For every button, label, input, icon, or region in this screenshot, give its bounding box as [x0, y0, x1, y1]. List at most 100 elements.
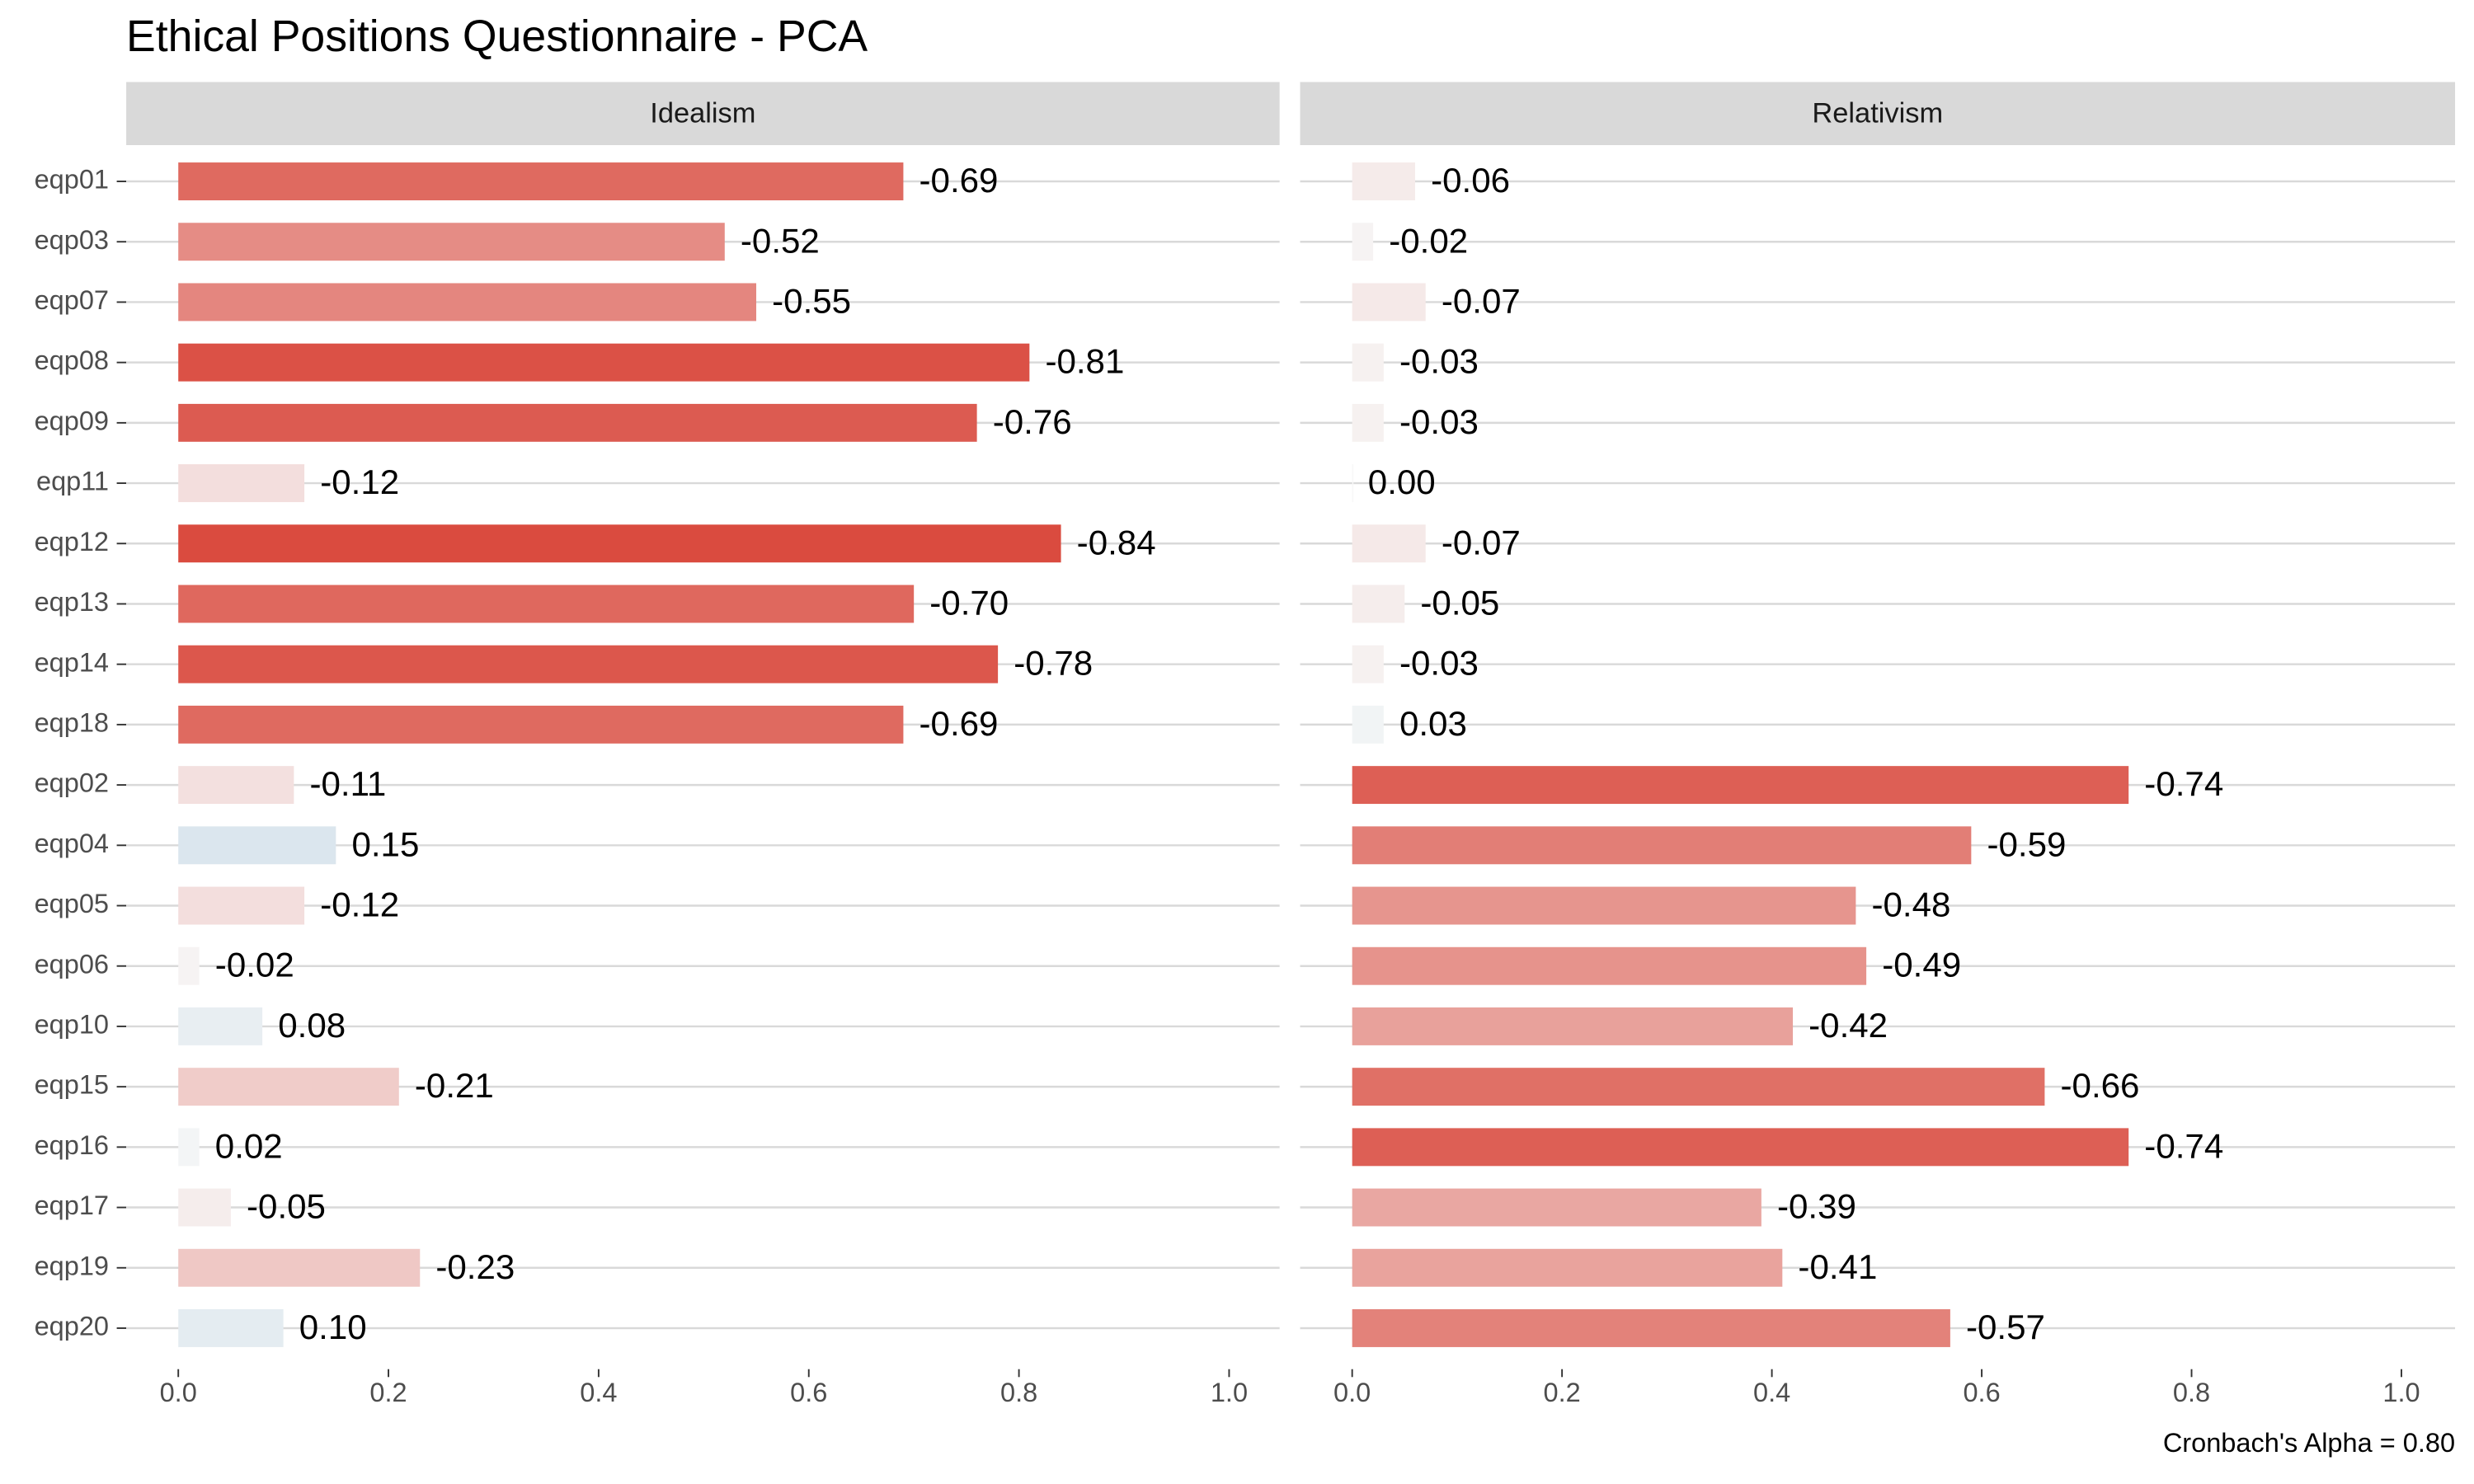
value-label: -0.12	[320, 885, 399, 924]
value-label: 0.02	[215, 1126, 283, 1165]
bar	[1352, 946, 1867, 985]
value-label: -0.39	[1777, 1187, 1856, 1226]
value-label: 0.10	[299, 1308, 367, 1346]
x-tick-label: 0.8	[1000, 1378, 1037, 1407]
bar	[178, 946, 200, 985]
y-tick-label: eqp05	[35, 889, 109, 918]
y-tick-label: eqp17	[35, 1190, 109, 1220]
value-label: -0.03	[1399, 342, 1479, 381]
facet-strip	[126, 82, 1280, 146]
value-label: -0.78	[1014, 644, 1093, 683]
x-tick-label: 0.2	[1544, 1378, 1581, 1407]
bar	[1352, 1068, 2045, 1106]
value-label: -0.12	[320, 463, 399, 501]
value-label: 0.15	[351, 824, 419, 863]
bar	[1352, 766, 2129, 805]
y-tick-label: eqp13	[35, 587, 109, 617]
bar	[178, 1248, 421, 1287]
bar	[178, 464, 305, 503]
value-label: -0.23	[435, 1247, 515, 1286]
bar	[1352, 464, 1354, 503]
value-label: -0.02	[215, 946, 294, 984]
x-tick-label: 0.0	[160, 1378, 197, 1407]
value-label: 0.03	[1399, 704, 1467, 743]
bar	[1352, 1309, 1950, 1347]
bar	[1352, 886, 1856, 925]
x-tick-label: 0.6	[790, 1378, 827, 1407]
value-label: -0.49	[1882, 946, 1961, 984]
value-label: -0.84	[1077, 523, 1156, 561]
x-tick-label: 0.8	[2173, 1378, 2210, 1407]
bar	[1352, 162, 1416, 200]
caption: Cronbach's Alpha = 0.80	[2163, 1428, 2455, 1458]
value-label: -0.21	[415, 1066, 494, 1105]
value-label: -0.52	[741, 221, 820, 260]
value-label: -0.11	[309, 764, 386, 803]
x-tick-label: 0.4	[580, 1378, 617, 1407]
bar	[1352, 524, 1426, 563]
bar	[1352, 403, 1384, 442]
chart-title: Ethical Positions Questionnaire - PCA	[126, 12, 868, 61]
y-tick-label: eqp03	[35, 225, 109, 255]
bar	[178, 645, 999, 683]
bar	[1352, 1188, 1761, 1227]
facet-title: Relativism	[1812, 98, 1943, 129]
value-label: -0.05	[247, 1187, 326, 1226]
value-label: -0.69	[920, 704, 999, 743]
x-tick-label: 0.2	[369, 1378, 407, 1407]
y-tick-label: eqp18	[35, 707, 109, 737]
value-label: -0.57	[1966, 1308, 2045, 1346]
bar	[178, 1007, 263, 1045]
y-tick-label: eqp09	[35, 406, 109, 435]
bar	[178, 886, 305, 925]
bar	[178, 403, 977, 442]
bar	[178, 1309, 284, 1347]
value-label: -0.03	[1399, 402, 1479, 441]
y-tick-label: eqp11	[36, 467, 109, 496]
value-label: -0.48	[1872, 885, 1951, 924]
y-tick-label: eqp16	[35, 1130, 109, 1160]
value-label: -0.66	[2061, 1066, 2140, 1105]
y-tick-label: eqp06	[35, 949, 109, 979]
y-tick-label: eqp14	[35, 647, 109, 677]
bar	[1352, 283, 1426, 322]
bar	[1352, 1248, 1783, 1287]
y-tick-label: eqp01	[35, 165, 109, 195]
facet-title: Idealism	[650, 98, 755, 129]
bar	[178, 1128, 200, 1167]
value-label: -0.55	[772, 281, 851, 320]
bar	[178, 283, 757, 322]
y-tick-label: eqp19	[35, 1251, 109, 1280]
bar	[1352, 705, 1384, 744]
bar	[1352, 343, 1384, 382]
y-tick-label: eqp20	[35, 1312, 109, 1341]
facet-strip	[1300, 82, 2456, 146]
y-tick-label: eqp02	[35, 768, 109, 798]
value-label: -0.02	[1389, 221, 1468, 260]
y-tick-label: eqp10	[35, 1010, 109, 1040]
bar	[1352, 1007, 1794, 1045]
y-tick-label: eqp08	[35, 345, 109, 375]
bar	[178, 826, 336, 865]
bar	[178, 1188, 231, 1227]
x-tick-label: 0.6	[1963, 1378, 2000, 1407]
x-tick-label: 1.0	[1211, 1378, 1248, 1407]
value-label: -0.59	[1987, 824, 2066, 863]
value-label: -0.76	[993, 402, 1072, 441]
bar	[178, 524, 1061, 563]
x-tick-label: 0.0	[1333, 1378, 1371, 1407]
value-label: -0.05	[1420, 584, 1499, 622]
y-tick-label: eqp12	[35, 527, 109, 556]
x-tick-label: 0.4	[1753, 1378, 1790, 1407]
value-label: -0.41	[1798, 1247, 1877, 1286]
value-label: 0.00	[1368, 463, 1436, 501]
bar	[178, 162, 904, 200]
y-tick-label: eqp15	[35, 1070, 109, 1100]
value-label: -0.74	[2144, 764, 2223, 803]
value-label: -0.06	[1431, 161, 1510, 200]
bar	[178, 343, 1030, 382]
bar	[178, 705, 904, 744]
value-label: -0.03	[1399, 644, 1479, 683]
